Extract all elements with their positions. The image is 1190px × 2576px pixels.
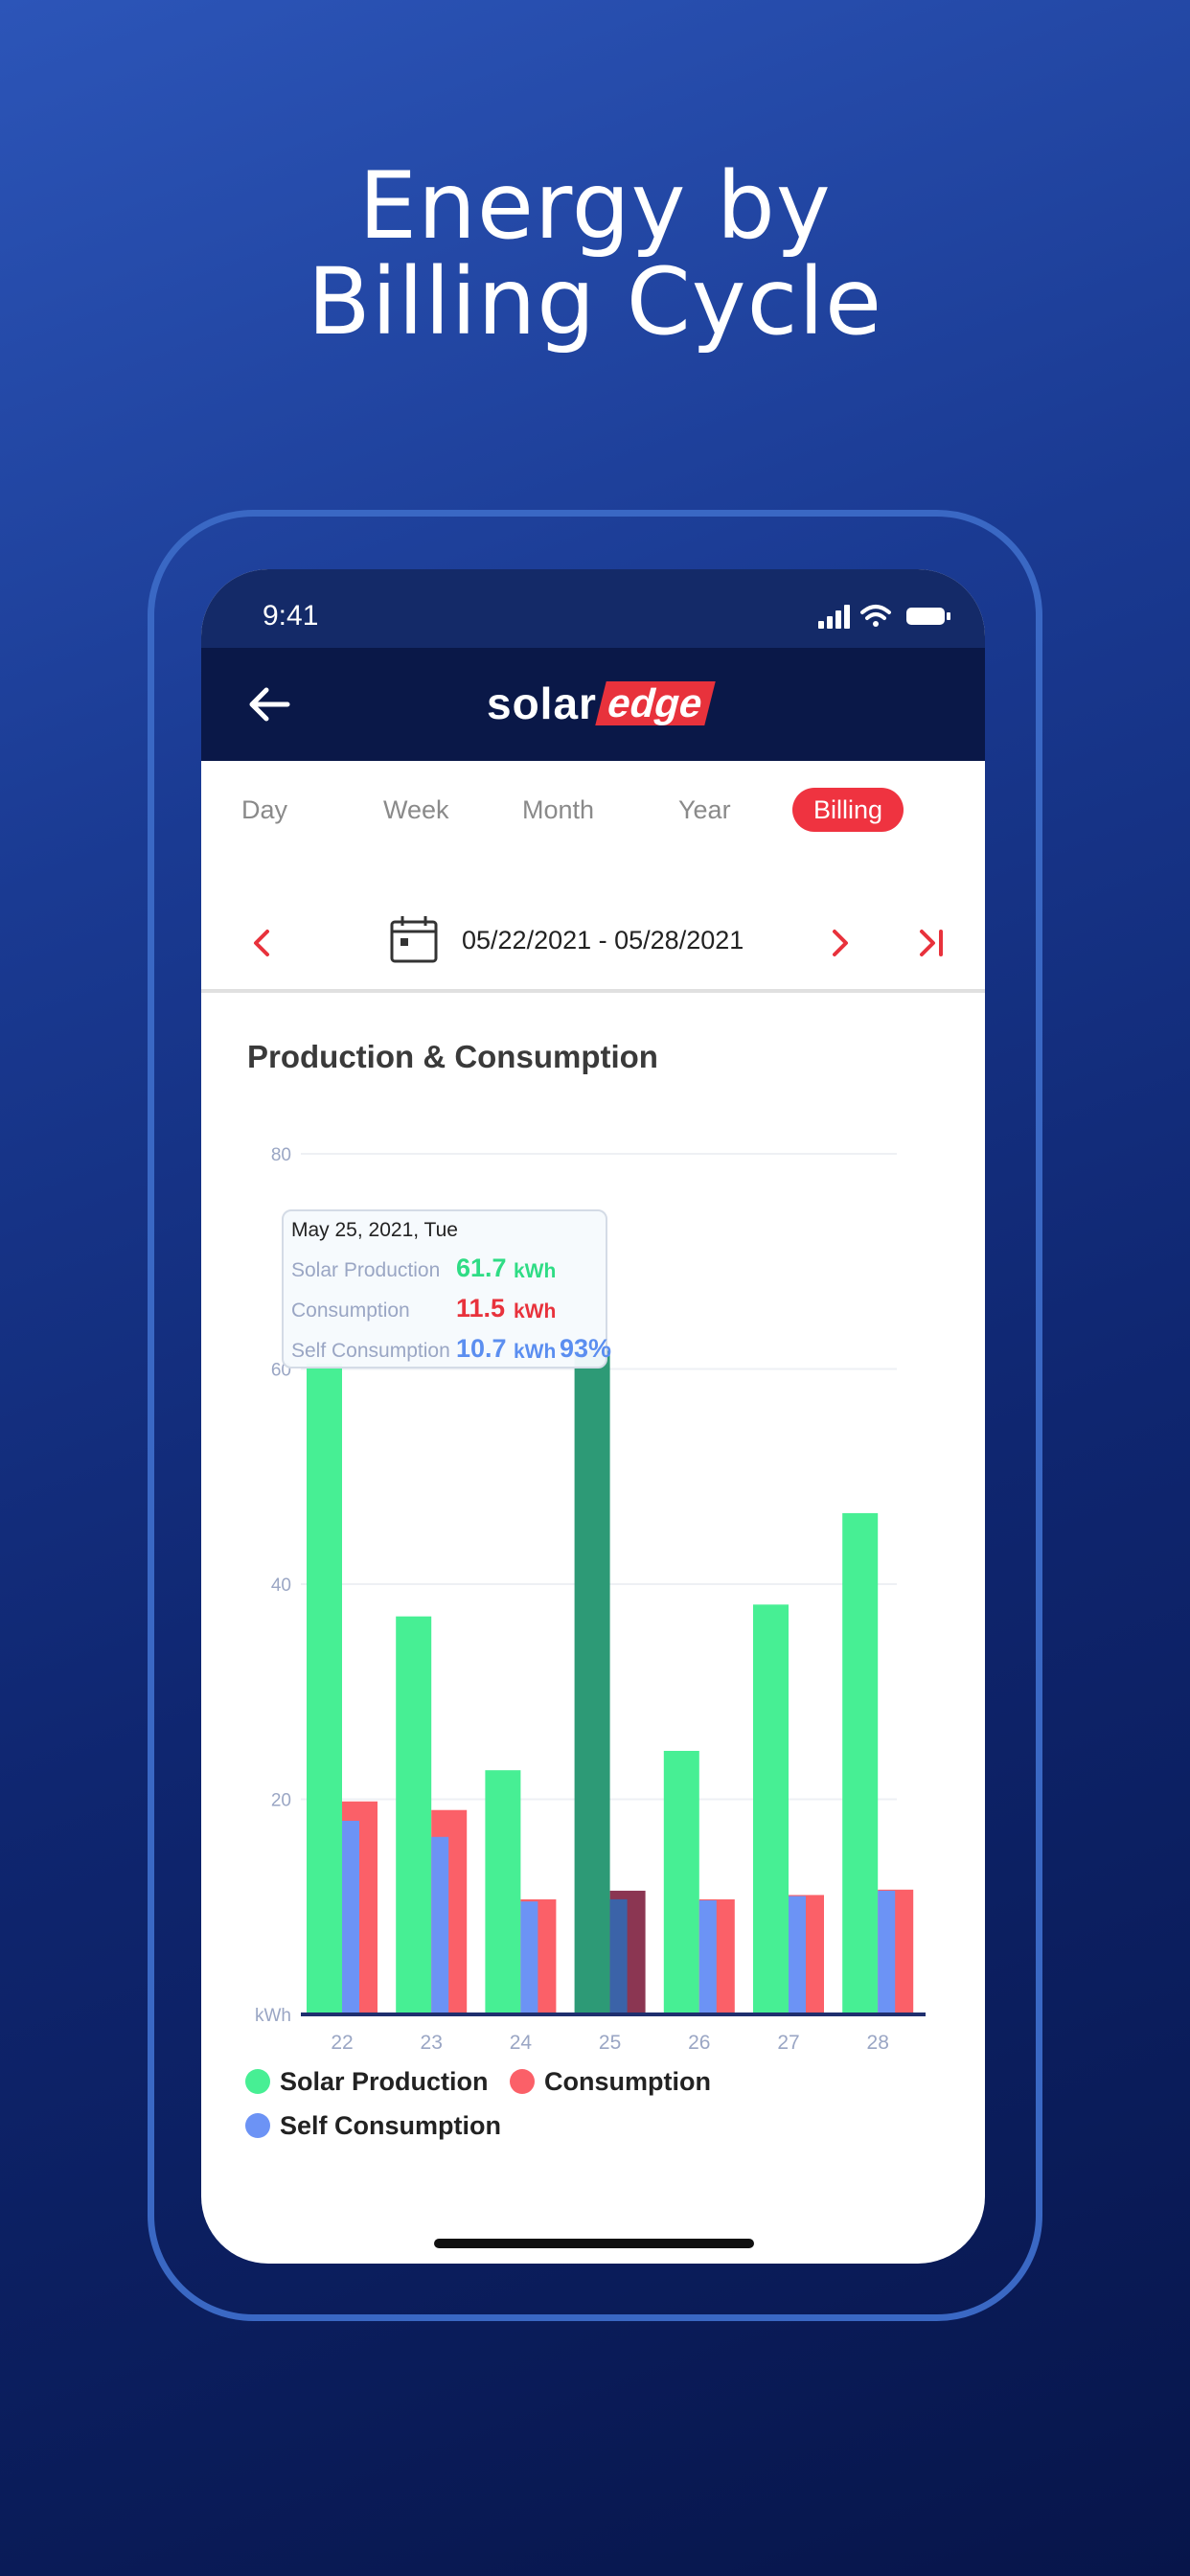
- bar-solar-production: [663, 1750, 699, 2014]
- promo-headline: Energy by Billing Cycle: [0, 158, 1190, 350]
- app-bar: solar edge: [201, 648, 985, 761]
- chart-title: Production & Consumption: [247, 1039, 658, 1074]
- legend-label: Consumption: [544, 2066, 711, 2096]
- phone-screen: 9:41 solar edge: [201, 569, 985, 2264]
- wifi-icon: [860, 605, 891, 627]
- legend-item-self-consumption[interactable]: Self Consumption: [245, 2106, 501, 2145]
- legend-dot: [245, 2113, 270, 2138]
- y-tick-label: 20: [271, 1791, 291, 1811]
- legend-dot: [510, 2069, 535, 2094]
- x-tick-label: 28: [867, 2032, 889, 2054]
- y-tick-label: 80: [271, 1145, 291, 1165]
- bar-solar-production: [842, 1512, 879, 2014]
- x-tick-label: 23: [421, 2032, 443, 2054]
- legend-label: Solar Production: [280, 2066, 489, 2096]
- tooltip-date: May 25, 2021, Tue: [291, 1219, 458, 1241]
- tooltip-label: Solar Production: [291, 1259, 441, 1281]
- legend-label: Self Consumption: [280, 2110, 501, 2140]
- bar-solar-production: [485, 1770, 521, 2014]
- next-period-icon[interactable]: [820, 924, 858, 962]
- bar-solar-production: [396, 1616, 432, 2014]
- tooltip-row-consumption: Consumption 11.5 kWh: [291, 1294, 607, 1326]
- period-tabs: Day Week Month Year Billing: [201, 782, 985, 840]
- tooltip-label: Consumption: [291, 1300, 410, 1322]
- x-tick-label: 24: [510, 2032, 533, 2054]
- bar-self-consumption: [878, 1890, 896, 2014]
- tooltip-row-solar: Solar Production 61.7 kWh: [291, 1254, 607, 1286]
- x-tick-label: 22: [331, 2032, 353, 2054]
- tooltip-unit: kWh: [514, 1300, 557, 1322]
- date-navigator: 05/22/2021 - 05/28/2021: [201, 907, 985, 983]
- calendar-icon[interactable]: [389, 914, 439, 964]
- bar-self-consumption: [609, 1898, 628, 2014]
- legend-item-consumption[interactable]: Consumption: [510, 2062, 711, 2101]
- jump-to-latest-icon[interactable]: [912, 924, 950, 962]
- bar-self-consumption: [789, 1896, 806, 2014]
- phone-frame: [148, 510, 1042, 2321]
- chart-tooltip: May 25, 2021, Tue Solar Production 61.7 …: [282, 1209, 611, 1368]
- tooltip-row-self-consumption: Self Consumption 10.7 kWh 93%: [291, 1334, 611, 1367]
- back-arrow-icon[interactable]: [241, 680, 299, 728]
- tab-week[interactable]: Week: [383, 795, 449, 824]
- tooltip-percent: 93%: [560, 1334, 612, 1363]
- headline-line-1: Energy by: [358, 152, 832, 260]
- section-divider: [201, 989, 985, 993]
- solaredge-logo: solar edge: [487, 673, 716, 734]
- battery-icon: [906, 608, 950, 625]
- tab-year[interactable]: Year: [678, 795, 731, 824]
- tab-month[interactable]: Month: [522, 795, 595, 824]
- bar-self-consumption: [520, 1901, 538, 2014]
- bar-self-consumption: [342, 1820, 359, 2014]
- y-tick-label: 40: [271, 1576, 291, 1596]
- tab-billing[interactable]: Billing: [792, 788, 904, 832]
- logo-solar-text: solar: [487, 678, 597, 728]
- tooltip-unit: kWh: [514, 1260, 557, 1282]
- legend-item-solar[interactable]: Solar Production: [245, 2062, 489, 2101]
- x-tick-label: 27: [777, 2032, 799, 2054]
- status-time: 9:41: [263, 600, 319, 632]
- status-icons: [818, 605, 950, 629]
- x-tick-label: 26: [688, 2032, 710, 2054]
- previous-period-icon[interactable]: [243, 924, 282, 962]
- bar-solar-production: [307, 1363, 342, 2014]
- tooltip-value: 61.7: [456, 1254, 507, 1282]
- home-indicator: [434, 2239, 754, 2248]
- bar-solar-production: [753, 1604, 789, 2014]
- y-tick-label: kWh: [255, 2006, 291, 2026]
- bar-self-consumption: [698, 1900, 717, 2014]
- bar-self-consumption: [431, 1836, 449, 2014]
- status-bar: 9:41: [201, 569, 985, 648]
- tab-day[interactable]: Day: [241, 795, 288, 824]
- tooltip-value: 10.7: [456, 1334, 507, 1363]
- signal-icon: [818, 605, 850, 629]
- legend-dot: [245, 2069, 270, 2094]
- headline-line-2: Billing Cycle: [307, 248, 883, 356]
- tooltip-label: Self Consumption: [291, 1340, 450, 1362]
- x-tick-label: 25: [599, 2032, 621, 2054]
- tooltip-unit: kWh: [514, 1341, 557, 1363]
- bar-solar-production: [574, 1350, 610, 2014]
- date-range-label[interactable]: 05/22/2021 - 05/28/2021: [462, 926, 744, 954]
- tooltip-value: 11.5: [456, 1294, 506, 1322]
